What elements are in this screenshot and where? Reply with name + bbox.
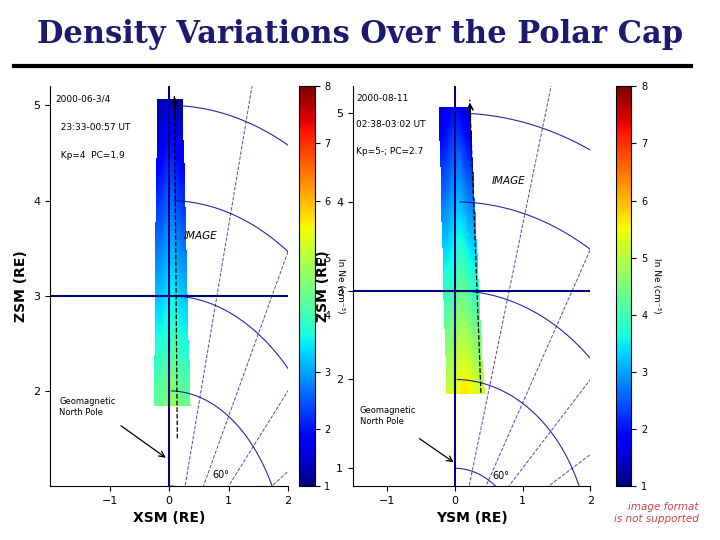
Text: Geomagnetic
North Pole: Geomagnetic North Pole bbox=[359, 407, 416, 426]
Text: 02:38-03:02 UT: 02:38-03:02 UT bbox=[356, 120, 426, 129]
Text: 23:33-00:57 UT: 23:33-00:57 UT bbox=[55, 123, 130, 132]
Text: 2000-06-3/4: 2000-06-3/4 bbox=[55, 94, 110, 103]
Text: 60°: 60° bbox=[212, 470, 229, 481]
Y-axis label: ZSM (RE): ZSM (RE) bbox=[316, 251, 330, 322]
X-axis label: XSM (RE): XSM (RE) bbox=[133, 511, 205, 525]
Y-axis label: ln Ne (cm⁻³): ln Ne (cm⁻³) bbox=[652, 258, 661, 314]
Y-axis label: ln Ne (cm⁻³): ln Ne (cm⁻³) bbox=[336, 258, 344, 314]
Text: Density Variations Over the Polar Cap: Density Variations Over the Polar Cap bbox=[37, 19, 683, 50]
Text: Kp=5-; PC=2.7: Kp=5-; PC=2.7 bbox=[356, 147, 423, 156]
Y-axis label: ZSM (RE): ZSM (RE) bbox=[14, 251, 28, 322]
Text: image format
is not supported: image format is not supported bbox=[613, 502, 698, 524]
Text: 2000-08-11: 2000-08-11 bbox=[356, 93, 408, 103]
Text: 60°: 60° bbox=[492, 471, 509, 481]
Text: Kp=4  PC=1.9: Kp=4 PC=1.9 bbox=[55, 151, 125, 160]
Text: IMAGE: IMAGE bbox=[184, 231, 217, 241]
Text: Geomagnetic
North Pole: Geomagnetic North Pole bbox=[59, 397, 116, 417]
Text: IMAGE: IMAGE bbox=[492, 176, 526, 186]
X-axis label: YSM (RE): YSM (RE) bbox=[436, 511, 508, 525]
